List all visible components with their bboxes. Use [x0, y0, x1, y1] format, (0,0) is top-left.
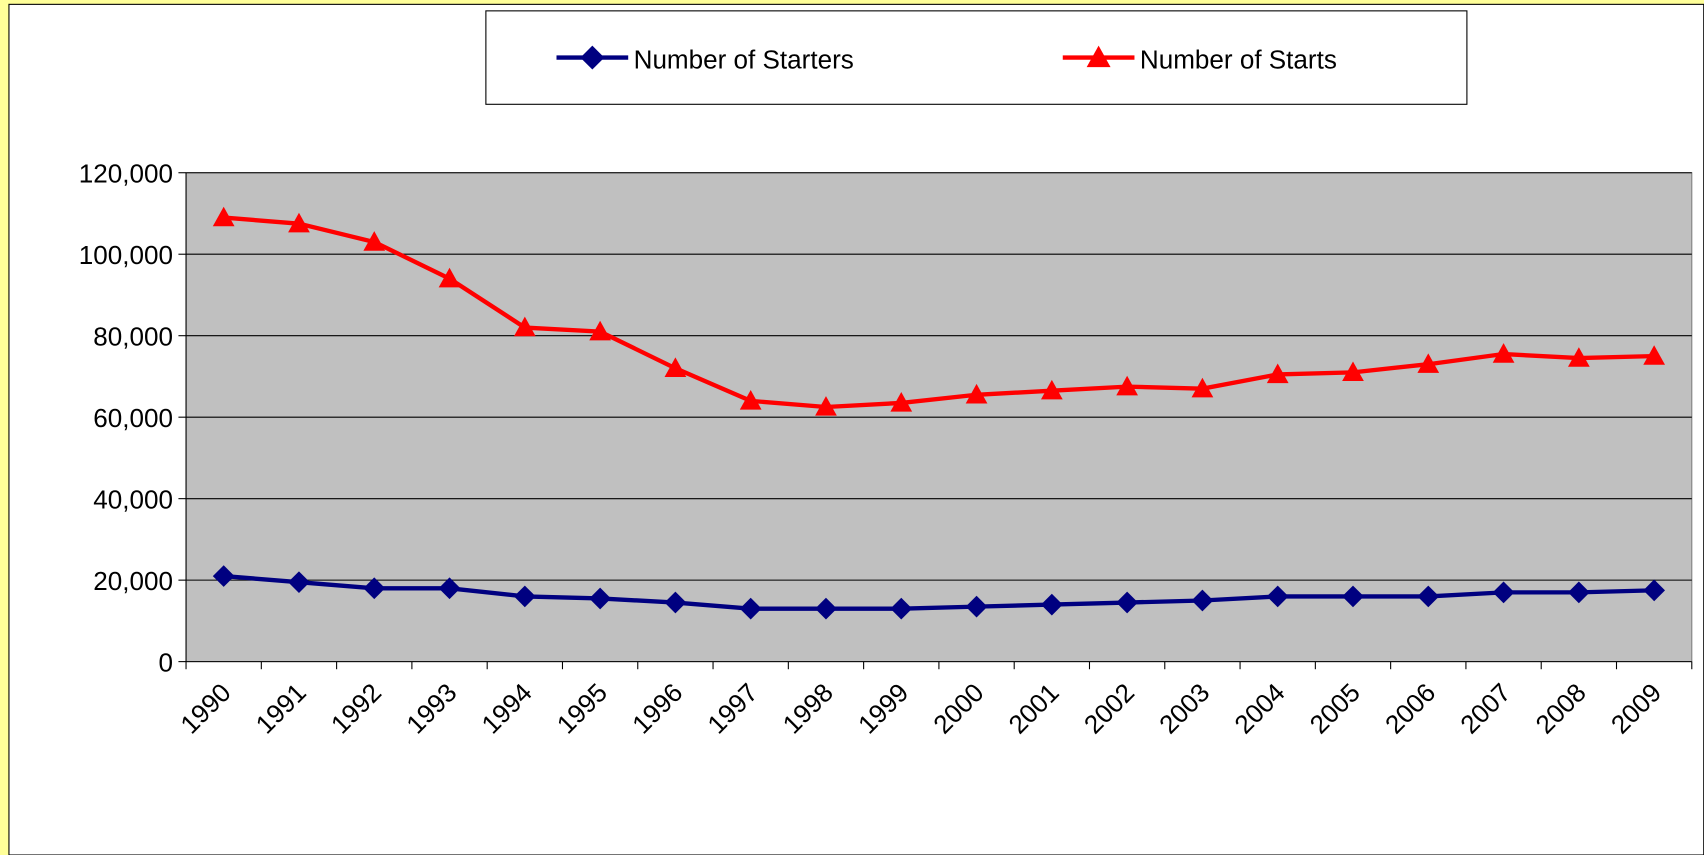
series-line	[223, 573, 1655, 611]
marker	[1567, 347, 1590, 367]
marker	[363, 231, 386, 251]
marker	[664, 591, 687, 614]
y-tick-label: 100,000	[79, 240, 173, 270]
marker	[1342, 361, 1364, 382]
marker	[1417, 585, 1440, 608]
y-tick-label: 60,000	[93, 403, 173, 433]
y-tick-label: 20,000	[93, 566, 173, 596]
marker	[1492, 343, 1515, 363]
legend-label: Number of Starts	[1140, 44, 1337, 74]
marker	[1116, 375, 1138, 396]
marker	[1266, 585, 1289, 608]
y-tick-label: 120,000	[79, 159, 173, 189]
marker	[1191, 377, 1214, 398]
series-line	[223, 215, 1655, 410]
marker	[1417, 353, 1440, 373]
marker	[212, 565, 235, 587]
marker	[1116, 591, 1138, 614]
marker	[965, 595, 988, 618]
marker	[890, 392, 913, 412]
legend-marker	[1086, 45, 1111, 68]
marker	[513, 585, 536, 608]
marker	[212, 206, 235, 227]
y-tick-label: 40,000	[93, 484, 173, 514]
marker	[1191, 589, 1214, 612]
marker	[1040, 379, 1063, 400]
marker	[890, 597, 913, 620]
legend-box	[485, 10, 1468, 105]
marker	[664, 357, 687, 377]
marker	[1567, 581, 1590, 604]
marker	[1342, 585, 1364, 608]
legend-marker	[580, 45, 605, 70]
marker	[965, 383, 988, 404]
marker	[513, 316, 536, 337]
marker	[815, 597, 837, 620]
y-tick-label: 80,000	[93, 321, 173, 351]
marker	[1643, 579, 1666, 602]
marker	[1643, 345, 1666, 365]
marker	[288, 212, 310, 233]
marker	[1266, 363, 1289, 384]
y-tick-label: 0	[158, 647, 173, 677]
marker	[589, 320, 611, 341]
marker	[739, 390, 762, 410]
legend-label: Number of Starters	[634, 44, 854, 74]
marker	[815, 396, 837, 416]
marker	[438, 267, 461, 288]
